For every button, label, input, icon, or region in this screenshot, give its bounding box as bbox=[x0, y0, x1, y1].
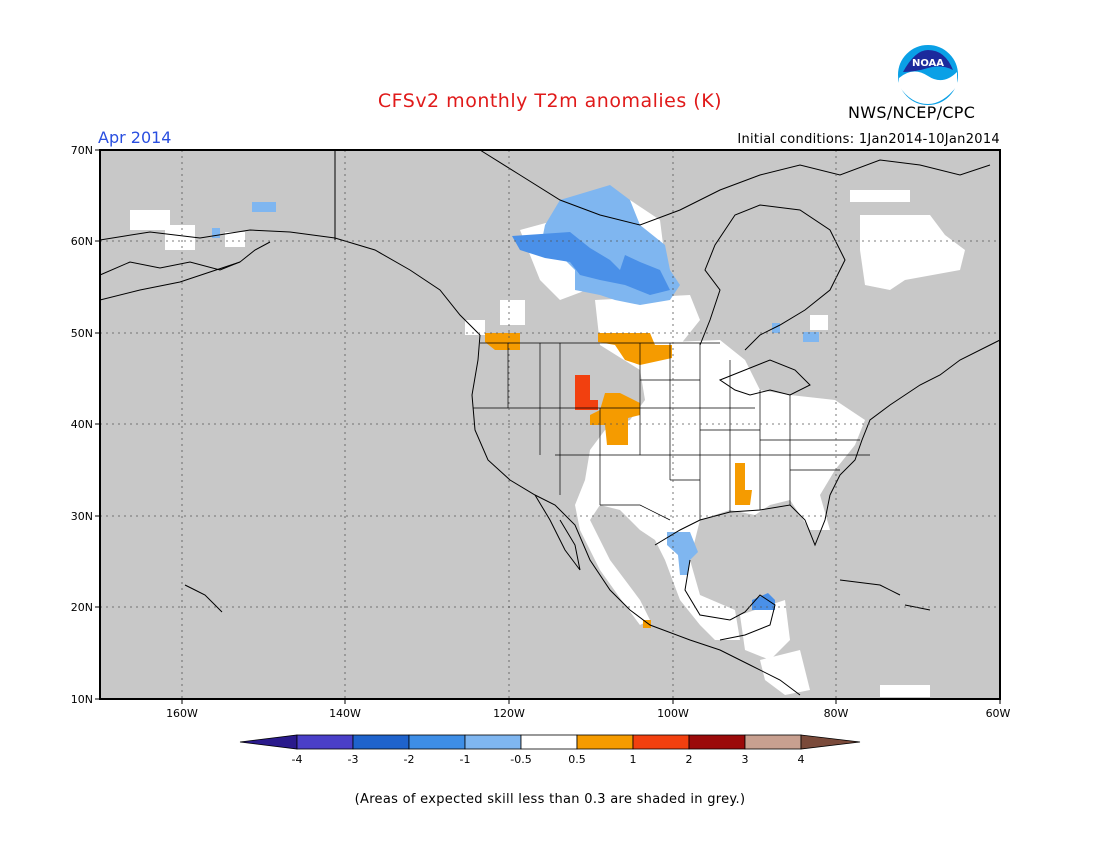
colorbar-swatch bbox=[352, 734, 410, 750]
patch-quebec-cold bbox=[772, 323, 780, 333]
lat-label: 30N bbox=[71, 510, 93, 523]
patch-alaska-cold-2 bbox=[212, 228, 220, 238]
political-borders bbox=[473, 342, 870, 521]
lat-label: 20N bbox=[71, 601, 93, 614]
patch-idaho-hot bbox=[575, 375, 598, 410]
colorbar-label: -1 bbox=[460, 753, 471, 766]
lat-label: 40N bbox=[71, 418, 93, 431]
patch-yucatan-cold bbox=[752, 593, 775, 610]
colorbar-label: -2 bbox=[404, 753, 415, 766]
noaa-logo: NOAA bbox=[895, 42, 961, 112]
colorbar-swatch bbox=[296, 734, 354, 750]
patch-mississippi-warm bbox=[735, 463, 752, 505]
graticule bbox=[100, 150, 1000, 699]
colorbar-arrow-left bbox=[239, 734, 298, 750]
patch-canada-cold-medium bbox=[512, 232, 670, 295]
colorbar-label: 2 bbox=[686, 753, 693, 766]
colorbar-swatch bbox=[520, 734, 578, 750]
colorbar-swatch bbox=[632, 734, 690, 750]
lat-label: 50N bbox=[71, 327, 93, 340]
colorbar-label: 3 bbox=[742, 753, 749, 766]
valid-month: Apr 2014 bbox=[98, 128, 172, 147]
lon-label: 60W bbox=[986, 707, 1011, 720]
footnote: (Areas of expected skill less than 0.3 a… bbox=[354, 792, 746, 807]
lon-label: 140W bbox=[329, 707, 361, 720]
lat-label: 70N bbox=[71, 144, 93, 157]
logo-text: NOAA bbox=[912, 58, 944, 69]
near-normal-region bbox=[130, 190, 965, 697]
lat-label: 60N bbox=[71, 235, 93, 248]
patch-montana-warm bbox=[598, 333, 672, 365]
anomaly-patches bbox=[212, 185, 819, 628]
lon-label: 160W bbox=[166, 707, 198, 720]
coastlines bbox=[99, 149, 1001, 696]
patch-washington-warm bbox=[485, 333, 520, 350]
lat-label: 10N bbox=[71, 693, 93, 706]
patch-alaska-cold bbox=[252, 202, 276, 212]
patch-quebec-cold-2 bbox=[803, 332, 819, 342]
colorbar-label: -3 bbox=[348, 753, 359, 766]
colorbar-swatch bbox=[688, 734, 746, 750]
patch-mexico-warm bbox=[643, 620, 651, 628]
colorbar-label: 4 bbox=[798, 753, 805, 766]
map-title: CFSv2 monthly T2m anomalies (K) bbox=[377, 90, 723, 112]
colorbar-labels: -4 -3 -2 -1 -0.5 0.5 1 2 3 4 bbox=[292, 753, 805, 766]
agency-label: NWS/NCEP/CPC bbox=[848, 103, 976, 122]
colorbar-label: 1 bbox=[630, 753, 637, 766]
colorbar-swatch bbox=[464, 734, 522, 750]
colorbar-label: 0.5 bbox=[568, 753, 586, 766]
patch-colorado-warm bbox=[590, 393, 640, 445]
colorbar-arrow-right bbox=[800, 734, 861, 750]
initial-conditions: Initial conditions: 1Jan2014-10Jan2014 bbox=[737, 132, 1000, 147]
lat-labels: 70N 60N 50N 40N 30N 20N 10N bbox=[71, 144, 93, 706]
colorbar-swatch bbox=[408, 734, 466, 750]
colorbar-swatch bbox=[576, 734, 634, 750]
tick-marks bbox=[95, 149, 1001, 704]
lon-label: 100W bbox=[657, 707, 689, 720]
patch-texas-cold bbox=[667, 532, 698, 575]
colorbar-label: -4 bbox=[292, 753, 303, 766]
colorbar bbox=[239, 734, 861, 750]
colorbar-label: -0.5 bbox=[510, 753, 531, 766]
lon-labels: 160W 140W 120W 100W 80W 60W bbox=[166, 707, 1010, 720]
lon-label: 80W bbox=[824, 707, 849, 720]
colorbar-swatch bbox=[744, 734, 802, 750]
lon-label: 120W bbox=[493, 707, 525, 720]
